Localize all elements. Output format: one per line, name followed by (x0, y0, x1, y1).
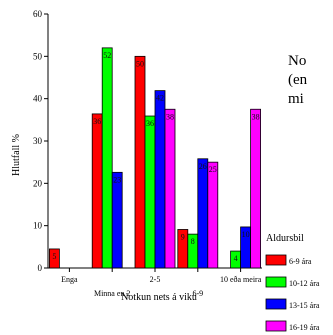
bar (164, 108, 176, 269)
bar-data-label: 26 (199, 162, 207, 171)
y-tick-label: 10 (33, 221, 43, 231)
bar (154, 90, 166, 269)
bar-data-label: 4 (234, 254, 238, 263)
bar (250, 108, 262, 269)
bar-data-label: 36 (93, 117, 101, 126)
bar-data-label: 23 (113, 175, 121, 184)
x-axis-label: Notkun nets á viku (121, 292, 197, 303)
bar (91, 113, 103, 269)
legend: Aldursbil 6-9 ára 10-12 ára 13-15 ára 16-19… (265, 233, 320, 332)
bar-data-label: 38 (252, 112, 260, 121)
bar-data-label: 36 (146, 119, 154, 128)
legend-swatch (265, 254, 287, 266)
x-category-label: 2-5 (150, 275, 161, 284)
bar (101, 47, 113, 269)
bar (144, 115, 156, 269)
bar-data-label: 8 (191, 237, 195, 246)
bar-data-label: 38 (166, 112, 174, 121)
bar (111, 171, 123, 269)
y-tick-label: 50 (33, 51, 43, 61)
y-tick-label: 40 (33, 94, 43, 104)
legend-label: 16-19 ára (289, 323, 320, 332)
legend-title: Aldursbil (266, 233, 304, 244)
legend-swatch (265, 276, 287, 288)
x-category-label: Enga (61, 275, 78, 284)
bar-data-label: 5 (52, 252, 56, 261)
y-ticks: 0 10 20 30 40 50 60 (33, 9, 48, 273)
bar (49, 248, 60, 269)
legend-swatch (265, 320, 287, 332)
bar (134, 55, 146, 269)
bar-data-label: 9 (181, 232, 185, 241)
bar-data-label: 50 (136, 59, 144, 68)
legend-label: 10-12 ára (289, 279, 320, 288)
x-category-label: Minna en 2 (94, 289, 130, 298)
legend-swatch (265, 298, 287, 310)
y-tick-label: 30 (33, 136, 43, 146)
y-tick-label: 0 (38, 263, 43, 273)
bar-data-label: 10 (242, 230, 250, 239)
y-axis-label: Hlutfall % (11, 134, 22, 176)
legend-label: 6-9 ára (289, 257, 312, 266)
y-tick-label: 20 (33, 178, 43, 188)
bar-data-label: 52 (103, 51, 111, 60)
bars: 5 36 50 9 52 36 8 4 23 42 26 10 38 25 38 (49, 47, 262, 269)
bar (197, 158, 209, 269)
x-category-label: 6-9 (192, 289, 203, 298)
legend-label: 13-15 ára (289, 301, 320, 310)
x-category-labels: Enga Minna en 2 2-5 6-9 10 eða meira (61, 268, 262, 298)
bar (207, 161, 219, 269)
bar-data-label: 25 (209, 165, 217, 174)
intro-text: No (en mi (288, 53, 308, 107)
x-category-label: 10 eða meira (220, 275, 262, 284)
bar-data-label: 42 (156, 94, 164, 103)
y-tick-label: 60 (33, 9, 43, 19)
